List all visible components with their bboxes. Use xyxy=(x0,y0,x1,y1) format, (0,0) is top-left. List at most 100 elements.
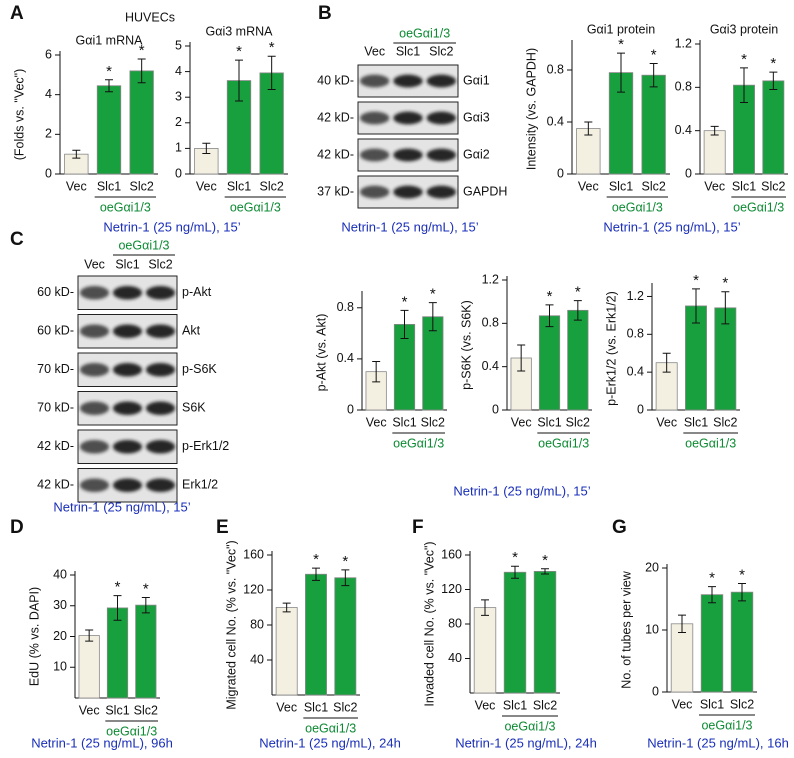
y-tick-label: 160 xyxy=(243,547,264,561)
error-bar xyxy=(541,568,549,575)
error-bar xyxy=(649,63,658,88)
group-label: oeGαi1/3 xyxy=(106,724,157,738)
y-tick-label: 1.2 xyxy=(627,289,644,303)
protein-label: p-S6K xyxy=(182,362,217,376)
protein-label: S6K xyxy=(182,401,206,415)
panel-header: HUVECs xyxy=(125,10,175,24)
x-tick-label: Slc1 xyxy=(392,415,416,429)
x-tick-label: Vec xyxy=(704,179,725,193)
error-bar xyxy=(202,142,211,155)
y-tick-label: 4 xyxy=(45,87,52,101)
lane-label: Slc2 xyxy=(429,44,453,58)
bar xyxy=(305,573,327,696)
blot-band xyxy=(426,148,457,162)
bar xyxy=(275,607,298,696)
bar xyxy=(703,130,726,175)
y-tick-label: 0.8 xyxy=(547,62,564,76)
y-tick-label: 0.8 xyxy=(675,80,692,94)
y-axis-label: Invaded cell No. (% vs. "Vec") xyxy=(422,541,436,706)
error-bar xyxy=(372,360,381,383)
y-tick-label: 40 xyxy=(53,567,67,581)
y-tick-label: 0.4 xyxy=(482,359,499,373)
error-bar xyxy=(738,583,746,602)
significance-mark: * xyxy=(651,46,657,63)
y-tick-label: 0.4 xyxy=(675,123,692,137)
blot-band xyxy=(79,363,110,377)
x-tick-label: Vec xyxy=(196,179,217,193)
error-bar xyxy=(481,599,489,616)
significance-mark: * xyxy=(313,551,319,568)
lane-label: Slc1 xyxy=(115,257,139,271)
bar xyxy=(762,80,785,175)
error-bar xyxy=(573,300,582,321)
y-axis-label: p-Erk1/2 (vs. Erk1/2) xyxy=(604,291,618,406)
blot-band xyxy=(112,286,143,300)
condition-label: Netrin-1 (25 ng/mL), 16h xyxy=(647,735,789,750)
error-bar xyxy=(105,79,113,93)
bar xyxy=(106,607,129,699)
blot-band xyxy=(393,74,423,88)
blot-band xyxy=(79,324,110,338)
condition-label: Netrin-1 (25 ng/mL), 96h xyxy=(31,735,173,750)
group-label: oeGαi1/3 xyxy=(612,200,663,214)
condition-label: Netrin-1 (25 ng/mL), 15’ xyxy=(53,499,190,514)
x-tick-label: Slc2 xyxy=(566,415,590,429)
condition-label: Netrin-1 (25 ng/mL), 15’ xyxy=(341,219,478,234)
x-tick-label: Vec xyxy=(475,698,496,712)
x-tick-label: Slc1 xyxy=(684,415,708,429)
bar xyxy=(129,70,154,175)
y-axis-label: Migrated cell No. (% vs. "Vec") xyxy=(224,540,238,709)
error-bar xyxy=(769,71,778,90)
significance-mark: * xyxy=(709,570,715,587)
error-bar xyxy=(692,288,700,324)
group-label: oeGαi1/3 xyxy=(399,26,450,40)
group-label: oeGαi1/3 xyxy=(685,436,736,450)
significance-mark: * xyxy=(430,286,436,303)
protein-label: Akt xyxy=(182,324,201,338)
y-tick-label: 0.4 xyxy=(337,351,354,365)
blot-band xyxy=(426,111,457,125)
error-bar xyxy=(400,309,409,339)
blot-band xyxy=(145,324,176,338)
x-tick-label: Slc2 xyxy=(730,697,754,711)
error-bar xyxy=(545,304,554,328)
significance-mark: * xyxy=(115,579,121,596)
y-tick-label: 120 xyxy=(441,582,462,596)
protein-label: GAPDH xyxy=(463,184,507,198)
significance-mark: * xyxy=(106,63,112,80)
panel-letter: B xyxy=(318,3,332,24)
x-tick-label: Slc1 xyxy=(609,179,633,193)
x-tick-label: Vec xyxy=(672,697,693,711)
error-bar xyxy=(721,291,730,325)
panel-letter: C xyxy=(10,229,24,250)
blot-band xyxy=(112,324,143,338)
lane-label: Slc1 xyxy=(396,44,420,58)
group-label: oeGαi1/3 xyxy=(701,718,752,732)
error-bar xyxy=(282,602,291,613)
error-bar xyxy=(113,595,122,621)
significance-mark: * xyxy=(342,553,348,570)
group-label: oeGαi1/3 xyxy=(118,238,169,252)
x-tick-label: Slc2 xyxy=(642,179,666,193)
significance-mark: * xyxy=(693,272,699,289)
group-label: oeGαi1/3 xyxy=(230,200,281,214)
x-tick-label: Slc1 xyxy=(227,179,251,193)
blot-band xyxy=(79,401,110,415)
significance-mark: * xyxy=(739,566,745,583)
y-tick-label: 0 xyxy=(492,402,499,416)
y-tick-label: 0 xyxy=(652,684,659,698)
panel-letter: A xyxy=(10,3,24,24)
group-label: oeGαi1/3 xyxy=(305,721,356,735)
panel-letter: F xyxy=(412,517,424,538)
chart-title: Gαi1 protein xyxy=(587,22,655,36)
error-bar xyxy=(428,302,437,332)
size-label: 37 kD- xyxy=(317,184,354,198)
y-tick-label: 40 xyxy=(250,652,264,666)
error-bar xyxy=(141,596,150,614)
bar xyxy=(334,577,357,696)
group-label: oeGαi1/3 xyxy=(393,436,444,450)
group-label: oeGαi1/3 xyxy=(733,200,784,214)
x-tick-label: Slc2 xyxy=(533,698,557,712)
condition-label: Netrin-1 (25 ng/mL), 24h xyxy=(455,735,597,750)
blot-band xyxy=(393,111,423,125)
